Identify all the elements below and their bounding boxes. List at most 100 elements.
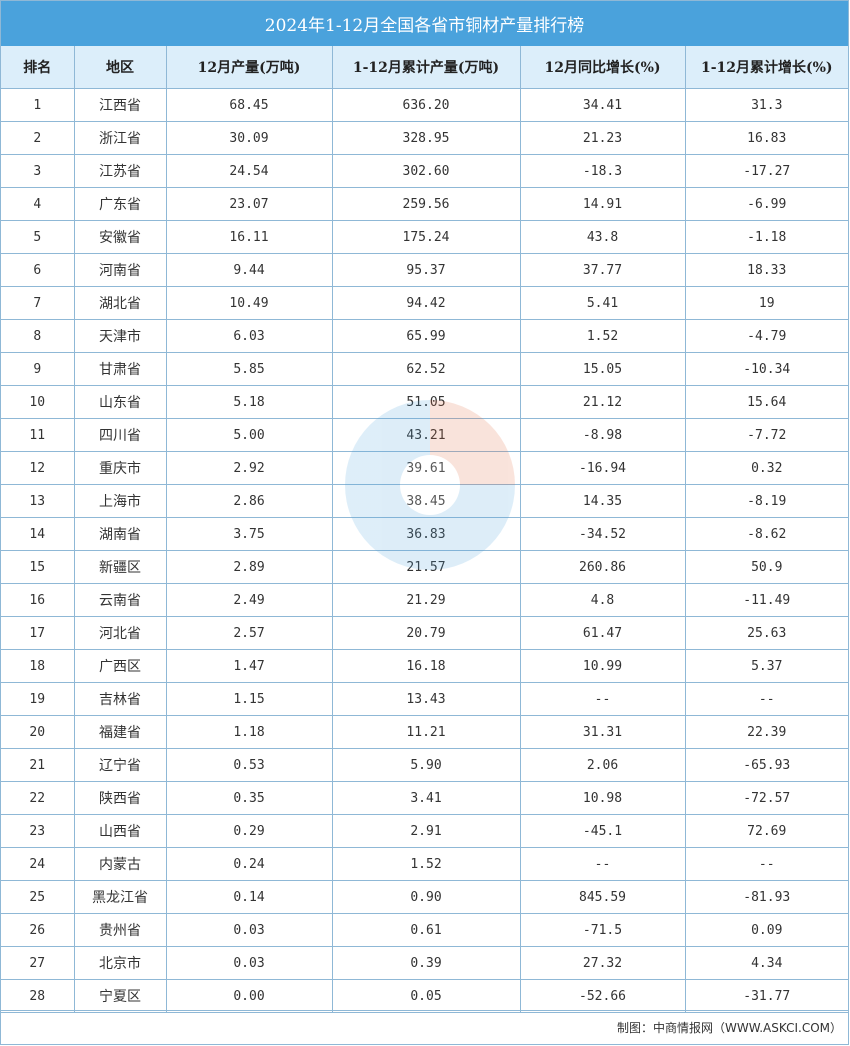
table-row: 16 云南省 2.49 21.29 4.8 -11.49 <box>1 583 848 617</box>
region-cell: 甘肃省 <box>73 352 167 386</box>
cumulative-growth-cell: 18.33 <box>684 253 848 287</box>
table-row: 20 福建省 1.18 11.21 31.31 22.39 <box>1 715 848 749</box>
dec-output-cell: 1.18 <box>165 715 333 749</box>
rank-cell: 10 <box>1 385 75 419</box>
dec-yoy-cell: 845.59 <box>519 880 686 914</box>
dec-output-cell: 3.75 <box>165 517 333 551</box>
region-cell: 上海市 <box>73 484 167 518</box>
ranking-table: 排名 地区 12月产量(万吨) 1-12月累计产量(万吨) 12月同比增长(%) 1-12… <box>1 46 848 1013</box>
cumulative-growth-cell: 19 <box>684 286 848 320</box>
dec-yoy-cell: 21.23 <box>519 121 686 155</box>
table-row: 26 贵州省 0.03 0.61 -71.5 0.09 <box>1 913 848 947</box>
dec-yoy-cell: 2.06 <box>519 748 686 782</box>
cumulative-output-cell: 21.57 <box>331 550 521 584</box>
cumulative-output-cell: 0.90 <box>331 880 521 914</box>
cumulative-growth-cell: -6.99 <box>684 187 848 221</box>
cumulative-growth-cell: 15.64 <box>684 385 848 419</box>
rank-cell: 18 <box>1 649 75 683</box>
table-row: 8 天津市 6.03 65.99 1.52 -4.79 <box>1 319 848 353</box>
rank-cell: 27 <box>1 946 75 980</box>
rank-cell: 14 <box>1 517 75 551</box>
dec-output-cell: 2.89 <box>165 550 333 584</box>
column-header: 1-12月累计产量(万吨) <box>331 46 521 89</box>
cumulative-output-cell: 0.39 <box>331 946 521 980</box>
region-cell: 吉林省 <box>73 682 167 716</box>
cumulative-output-cell: 0.05 <box>331 979 521 1013</box>
cumulative-output-cell: 65.99 <box>331 319 521 353</box>
table-row: 1 江西省 68.45 636.20 34.41 31.3 <box>1 88 848 122</box>
table-row: 15 新疆区 2.89 21.57 260.86 50.9 <box>1 550 848 584</box>
cumulative-growth-cell: -8.19 <box>684 484 848 518</box>
table-row: 23 山西省 0.29 2.91 -45.1 72.69 <box>1 814 848 848</box>
table-row: 28 宁夏区 0.00 0.05 -52.66 -31.77 <box>1 979 848 1013</box>
table-row: 25 黑龙江省 0.14 0.90 845.59 -81.93 <box>1 880 848 914</box>
dec-yoy-cell: 5.41 <box>519 286 686 320</box>
dec-yoy-cell: -- <box>519 682 686 716</box>
dec-yoy-cell: -18.3 <box>519 154 686 188</box>
cumulative-growth-cell: -31.77 <box>684 979 848 1013</box>
dec-output-cell: 5.00 <box>165 418 333 452</box>
cumulative-growth-cell: -- <box>684 847 848 881</box>
cumulative-output-cell: 39.61 <box>331 451 521 485</box>
dec-output-cell: 2.49 <box>165 583 333 617</box>
cumulative-growth-cell: 5.37 <box>684 649 848 683</box>
rank-cell: 6 <box>1 253 75 287</box>
dec-output-cell: 0.53 <box>165 748 333 782</box>
column-header: 1-12月累计增长(%) <box>684 46 848 89</box>
cumulative-growth-cell: -- <box>684 682 848 716</box>
dec-output-cell: 5.18 <box>165 385 333 419</box>
cumulative-growth-cell: -65.93 <box>684 748 848 782</box>
column-header: 地区 <box>73 46 167 89</box>
cumulative-output-cell: 0.61 <box>331 913 521 947</box>
table-row: 12 重庆市 2.92 39.61 -16.94 0.32 <box>1 451 848 485</box>
cumulative-output-cell: 36.83 <box>331 517 521 551</box>
cumulative-growth-cell: 25.63 <box>684 616 848 650</box>
dec-yoy-cell: -45.1 <box>519 814 686 848</box>
cumulative-growth-cell: 0.09 <box>684 913 848 947</box>
source-credit: 制图：中商情报网（WWW.ASKCI.COM） <box>1 1010 848 1044</box>
cumulative-output-cell: 62.52 <box>331 352 521 386</box>
rank-cell: 5 <box>1 220 75 254</box>
rank-cell: 16 <box>1 583 75 617</box>
region-cell: 山东省 <box>73 385 167 419</box>
dec-output-cell: 10.49 <box>165 286 333 320</box>
cumulative-growth-cell: -10.34 <box>684 352 848 386</box>
cumulative-growth-cell: -8.62 <box>684 517 848 551</box>
rank-cell: 15 <box>1 550 75 584</box>
cumulative-growth-cell: -7.72 <box>684 418 848 452</box>
region-cell: 山西省 <box>73 814 167 848</box>
cumulative-output-cell: 94.42 <box>331 286 521 320</box>
dec-yoy-cell: -- <box>519 847 686 881</box>
dec-yoy-cell: 61.47 <box>519 616 686 650</box>
table-title: 2024年1-12月全国各省市铜材产量排行榜 <box>1 1 848 46</box>
table-row: 7 湖北省 10.49 94.42 5.41 19 <box>1 286 848 320</box>
rank-cell: 24 <box>1 847 75 881</box>
rank-cell: 8 <box>1 319 75 353</box>
dec-output-cell: 30.09 <box>165 121 333 155</box>
cumulative-output-cell: 2.91 <box>331 814 521 848</box>
table-row: 3 江苏省 24.54 302.60 -18.3 -17.27 <box>1 154 848 188</box>
dec-yoy-cell: 1.52 <box>519 319 686 353</box>
region-cell: 天津市 <box>73 319 167 353</box>
cumulative-growth-cell: -72.57 <box>684 781 848 815</box>
rank-cell: 20 <box>1 715 75 749</box>
region-cell: 贵州省 <box>73 913 167 947</box>
dec-output-cell: 6.03 <box>165 319 333 353</box>
dec-output-cell: 2.57 <box>165 616 333 650</box>
dec-output-cell: 2.92 <box>165 451 333 485</box>
table-row: 5 安徽省 16.11 175.24 43.8 -1.18 <box>1 220 848 254</box>
table-row: 24 内蒙古 0.24 1.52 -- -- <box>1 847 848 881</box>
rank-cell: 1 <box>1 88 75 122</box>
cumulative-output-cell: 11.21 <box>331 715 521 749</box>
rank-cell: 12 <box>1 451 75 485</box>
region-cell: 河北省 <box>73 616 167 650</box>
cumulative-growth-cell: 4.34 <box>684 946 848 980</box>
cumulative-growth-cell: -1.18 <box>684 220 848 254</box>
cumulative-output-cell: 13.43 <box>331 682 521 716</box>
table-row: 27 北京市 0.03 0.39 27.32 4.34 <box>1 946 848 980</box>
dec-output-cell: 0.24 <box>165 847 333 881</box>
dec-output-cell: 9.44 <box>165 253 333 287</box>
region-cell: 江苏省 <box>73 154 167 188</box>
cumulative-output-cell: 3.41 <box>331 781 521 815</box>
